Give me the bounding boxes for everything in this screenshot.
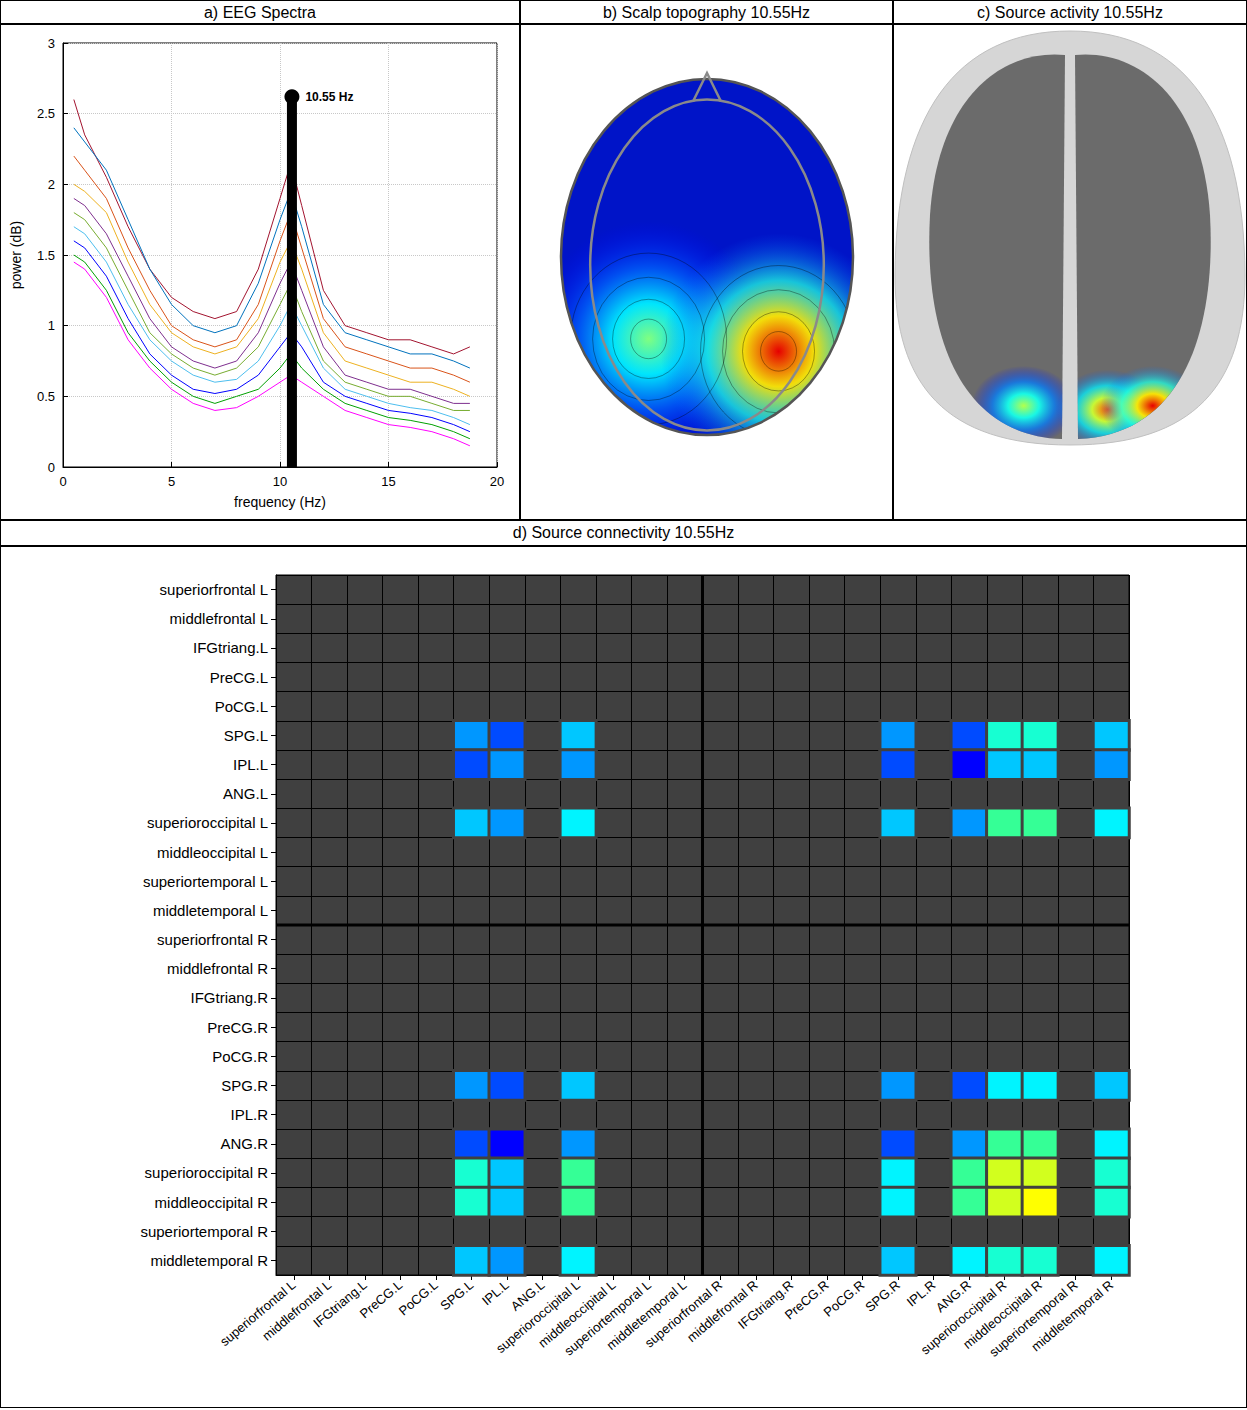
html-text:c) Source activity 10.55Hz: c) Source activity 10.55Hz bbox=[977, 4, 1163, 21]
svg-text:0.5: 0.5 bbox=[37, 389, 55, 404]
svg-text:0: 0 bbox=[48, 460, 55, 475]
svg-text:IPL.L: IPL.L bbox=[233, 756, 268, 773]
svg-text:superiorfrontal R: superiorfrontal R bbox=[641, 1277, 726, 1351]
html-text:d) Source connectivity 10.55Hz: d) Source connectivity 10.55Hz bbox=[512, 524, 735, 541]
svg-text:SPG.L: SPG.L bbox=[437, 1277, 476, 1313]
svg-text:superiortemporal L: superiortemporal L bbox=[561, 1277, 654, 1359]
svg-text:PoCG.L: PoCG.L bbox=[215, 698, 268, 715]
svg-text:superiortemporal R: superiortemporal R bbox=[140, 1223, 268, 1240]
svg-text:PoCG.R: PoCG.R bbox=[821, 1277, 868, 1320]
svg-text:IPL.L: IPL.L bbox=[479, 1277, 512, 1308]
svg-text:middletemporal L: middletemporal L bbox=[603, 1277, 690, 1353]
svg-text:middlefrontal R: middlefrontal R bbox=[167, 960, 268, 977]
svg-text:middlefrontal L: middlefrontal L bbox=[259, 1277, 335, 1344]
svg-text:SPG.R: SPG.R bbox=[221, 1077, 268, 1094]
svg-text:middleoccipital L: middleoccipital L bbox=[535, 1277, 619, 1351]
svg-text:PoCG.L: PoCG.L bbox=[396, 1277, 441, 1318]
svg-text:superioroccipital L: superioroccipital L bbox=[147, 814, 268, 831]
svg-text:IFGtriang.L: IFGtriang.L bbox=[193, 639, 268, 656]
svg-text:5: 5 bbox=[168, 474, 175, 489]
svg-text:PreCG.R: PreCG.R bbox=[207, 1019, 268, 1036]
svg-text:15: 15 bbox=[381, 474, 395, 489]
svg-text:10: 10 bbox=[273, 474, 287, 489]
svg-text:ANG.R: ANG.R bbox=[220, 1135, 268, 1152]
svg-text:middletemporal R: middletemporal R bbox=[1028, 1277, 1116, 1354]
svg-text:0: 0 bbox=[59, 474, 66, 489]
svg-text:middleoccipital R: middleoccipital R bbox=[960, 1277, 1045, 1352]
svg-text:PreCG.R: PreCG.R bbox=[782, 1277, 832, 1322]
svg-text:middletemporal R: middletemporal R bbox=[150, 1252, 268, 1269]
svg-text:IFGtriang.R: IFGtriang.R bbox=[735, 1277, 796, 1332]
svg-text:middlefrontal R: middlefrontal R bbox=[684, 1277, 761, 1345]
svg-text:power (dB): power (dB) bbox=[8, 221, 24, 289]
svg-text:1: 1 bbox=[48, 318, 55, 333]
svg-text:superiorfrontal L: superiorfrontal L bbox=[217, 1277, 299, 1350]
svg-text:2.5: 2.5 bbox=[37, 106, 55, 121]
svg-text:PoCG.R: PoCG.R bbox=[212, 1048, 268, 1065]
svg-text:10.55 Hz: 10.55 Hz bbox=[305, 90, 353, 104]
svg-text:middleoccipital L: middleoccipital L bbox=[157, 844, 268, 861]
svg-text:PreCG.L: PreCG.L bbox=[210, 669, 268, 686]
svg-text:1.5: 1.5 bbox=[37, 248, 55, 263]
svg-text:SPG.R: SPG.R bbox=[862, 1277, 903, 1315]
html-text:b) Scalp topography 10.55Hz: b) Scalp topography 10.55Hz bbox=[602, 4, 811, 21]
svg-text:3: 3 bbox=[48, 36, 55, 51]
svg-text:frequency (Hz): frequency (Hz) bbox=[234, 494, 326, 510]
svg-text:2: 2 bbox=[48, 177, 55, 192]
svg-text:middletemporal L: middletemporal L bbox=[153, 902, 268, 919]
svg-text:middlefrontal L: middlefrontal L bbox=[170, 610, 268, 627]
svg-text:IPL.R: IPL.R bbox=[230, 1106, 268, 1123]
svg-text:PreCG.L: PreCG.L bbox=[357, 1277, 405, 1321]
svg-text:superioroccipital L: superioroccipital L bbox=[493, 1277, 583, 1357]
svg-text:superioroccipital R: superioroccipital R bbox=[145, 1164, 269, 1181]
svg-text:middleoccipital R: middleoccipital R bbox=[155, 1194, 269, 1211]
svg-text:IPL.R: IPL.R bbox=[903, 1277, 939, 1310]
svg-text:ANG.L: ANG.L bbox=[507, 1277, 548, 1314]
svg-text:IFGtriang.R: IFGtriang.R bbox=[190, 989, 268, 1006]
svg-text:IFGtriang.L: IFGtriang.L bbox=[310, 1277, 369, 1330]
svg-text:superiorfrontal R: superiorfrontal R bbox=[157, 931, 268, 948]
svg-text:superiorfrontal L: superiorfrontal L bbox=[160, 581, 268, 598]
svg-text:ANG.L: ANG.L bbox=[223, 785, 268, 802]
svg-text:superiortemporal L: superiortemporal L bbox=[143, 873, 268, 890]
svg-text:20: 20 bbox=[490, 474, 504, 489]
html-text:a) EEG Spectra: a) EEG Spectra bbox=[204, 4, 316, 21]
svg-text:superioroccipital R: superioroccipital R bbox=[917, 1277, 1010, 1358]
svg-text:ANG.R: ANG.R bbox=[932, 1277, 974, 1316]
svg-text:SPG.L: SPG.L bbox=[224, 727, 268, 744]
svg-text:superiortemporal R: superiortemporal R bbox=[986, 1277, 1081, 1360]
